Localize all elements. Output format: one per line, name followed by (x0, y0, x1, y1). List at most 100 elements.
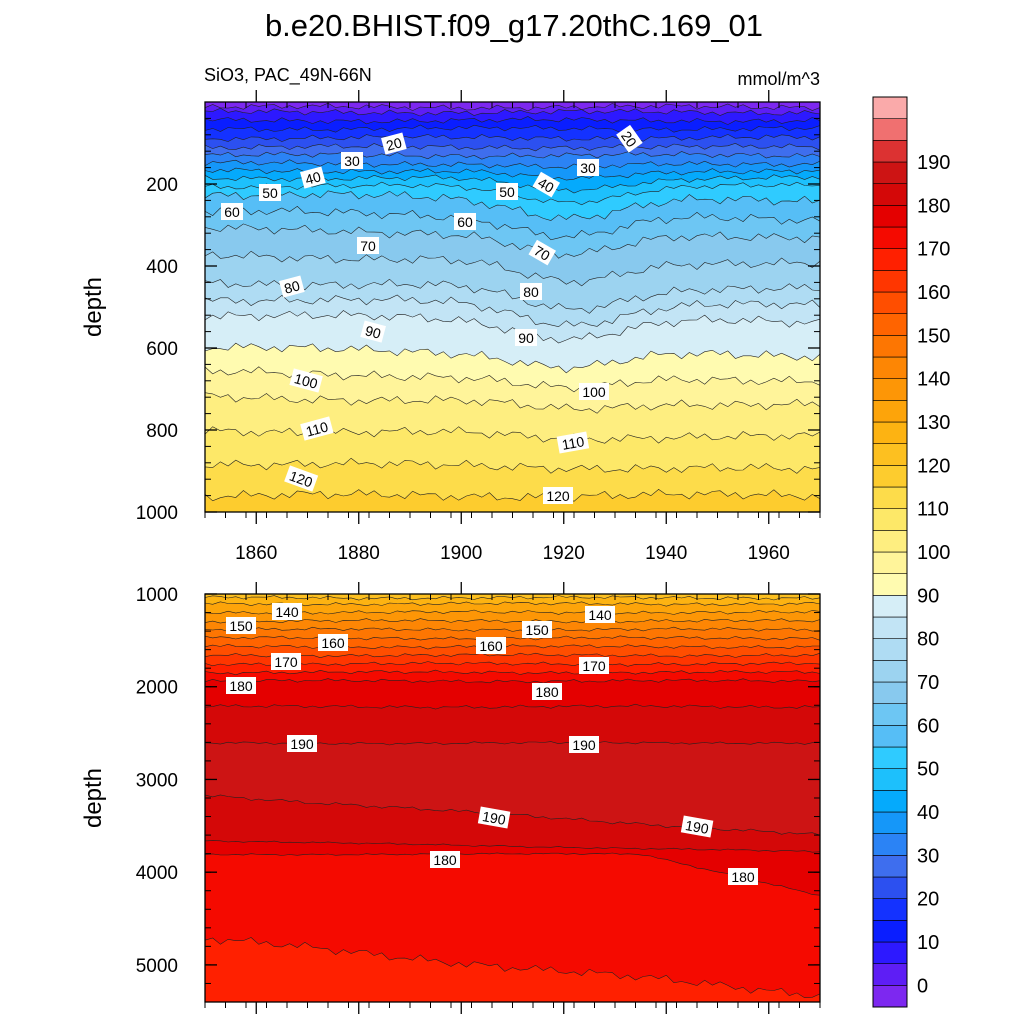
contour-line (204, 852, 821, 896)
contour-label-text: 140 (275, 604, 299, 620)
contour-label-text: 80 (523, 284, 539, 300)
contour-label-text: 120 (546, 488, 570, 504)
contour-label-box (300, 166, 326, 189)
contour-label: 100 (289, 368, 323, 393)
contour-label: 80 (520, 283, 542, 300)
colorbar-box (872, 313, 908, 336)
contour-line (204, 250, 821, 287)
contour-label-box (569, 736, 599, 753)
contour-label: 190 (287, 735, 317, 752)
contour-label: 180 (226, 677, 256, 694)
contour-label-text: 110 (561, 433, 586, 453)
colorbar-box (872, 855, 908, 878)
contour-line (204, 134, 821, 142)
contour-label-box (496, 183, 518, 200)
contour-label-text: 40 (535, 174, 557, 196)
x-tick-label: 1880 (338, 543, 380, 564)
contour-label: 140 (272, 603, 302, 620)
top-panel: SiO3, PAC_49N-66N mmol/m^3 20 20 30 30 40 40 5… (80, 65, 821, 564)
colorbar-box (872, 530, 908, 553)
x-tick-label: 1860 (235, 543, 277, 564)
contour-label-text: 180 (731, 869, 755, 885)
contour-label: 70 (528, 239, 557, 266)
contour-label-text: 60 (457, 214, 473, 230)
y-tick-label: 400 (146, 257, 178, 278)
colorbar-tick-label: 150 (917, 325, 950, 347)
contour-line (204, 601, 821, 607)
contour-label-text: 150 (229, 618, 253, 634)
bottom-y-axis-label: depth (80, 768, 107, 828)
colorbar-box (872, 833, 908, 856)
contour-line (204, 124, 821, 133)
contour-label-text: 50 (262, 185, 278, 201)
contour-line (204, 142, 821, 152)
contour-line (204, 678, 821, 684)
contour-label-text: 190 (572, 737, 596, 753)
colorbar-tick-label: 190 (917, 152, 950, 174)
contour-line (204, 107, 821, 117)
contour-label-box (287, 735, 317, 752)
x-tick-label: 1920 (543, 543, 585, 564)
contour-label-box (579, 657, 609, 674)
contour-label-box (226, 617, 256, 634)
contour-label: 20 (381, 132, 407, 155)
contour-line (204, 310, 821, 344)
contour-label-box (454, 213, 476, 230)
contour-label: 110 (300, 416, 334, 441)
contour-label-box (556, 431, 590, 454)
contour-label-text: 190 (684, 817, 710, 837)
contour-label-text: 90 (363, 322, 382, 342)
top-subtitle-right: mmol/m^3 (738, 69, 820, 89)
colorbar-box (872, 248, 908, 271)
contour-label: 190 (569, 736, 599, 753)
contour-label: 70 (357, 237, 379, 254)
colorbar-tick-label: 180 (917, 195, 950, 217)
contour-label-box (318, 634, 348, 651)
contour-label: 160 (476, 637, 506, 654)
colorbar-box (872, 920, 908, 943)
colorbar-box (872, 96, 908, 119)
colorbar-box (872, 140, 908, 163)
colorbar-tick-label: 100 (917, 542, 950, 564)
contour-line (204, 937, 821, 999)
contour-label-text: 170 (582, 658, 606, 674)
contour-label: 50 (496, 183, 518, 200)
contour-label-box (579, 383, 609, 400)
y-tick-label: 2000 (136, 678, 178, 699)
contour-label: 180 (532, 683, 562, 700)
colorbar-tick-label: 120 (917, 455, 950, 477)
bottom-contour-labels: 140 140 150 150 160 160 170 170 180 180 190 190 190 1… (226, 603, 758, 885)
contour-line (204, 669, 821, 676)
colorbar-box (872, 746, 908, 769)
colorbar-tick-label: 40 (917, 802, 939, 824)
contour-label: 160 (318, 634, 348, 651)
contour-label-box (357, 237, 379, 254)
colorbar-box (872, 790, 908, 813)
contour-label-box (680, 815, 714, 838)
contour-line (204, 661, 821, 667)
colorbar-box (872, 876, 908, 899)
colorbar-box (872, 573, 908, 596)
colorbar: 0 10 20 30 40 50 60 70 80 90 100 110 120 130 140 150 160… (872, 96, 950, 1008)
contour-label: 100 (579, 383, 609, 400)
contour-label-box (577, 159, 599, 176)
bottom-contour-lines (204, 595, 821, 999)
contour-label: 190 (680, 815, 714, 838)
contour-label-box (284, 465, 319, 492)
colorbar-box (872, 465, 908, 488)
contour-line (204, 342, 821, 374)
colorbar-box (872, 356, 908, 379)
contour-label: 170 (579, 657, 609, 674)
colorbar-tick-label: 80 (917, 629, 939, 651)
colorbar-box (872, 595, 908, 618)
contour-line (204, 840, 821, 853)
colorbar-tick-label: 160 (917, 282, 950, 304)
contour-label-text: 160 (479, 638, 503, 654)
contour-label-box (616, 124, 643, 153)
colorbar-tick-label: 170 (917, 239, 950, 261)
contour-label: 50 (259, 184, 281, 201)
contour-label: 120 (284, 465, 319, 492)
colorbar-tick-label: 70 (917, 672, 939, 694)
colorbar-box (872, 985, 908, 1008)
